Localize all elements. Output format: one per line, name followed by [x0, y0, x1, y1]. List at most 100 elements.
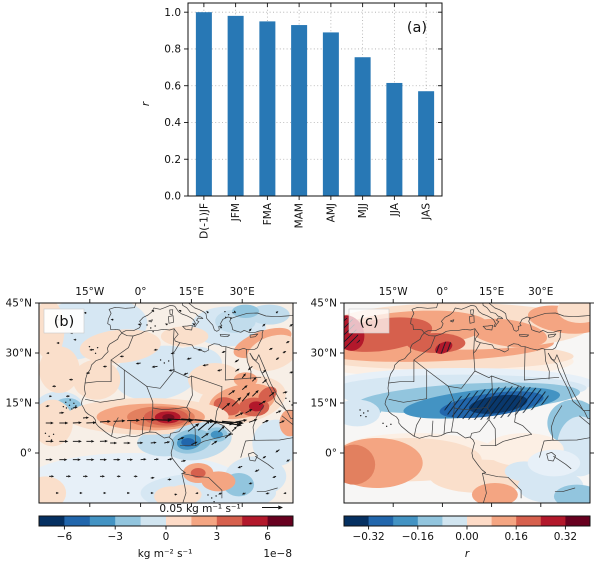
stipple-dot: [390, 423, 392, 426]
stipple-dot: [359, 409, 361, 411]
stipple-dot: [159, 359, 162, 361]
vector-arrowhead: [233, 310, 237, 314]
vector-arrowhead: [114, 441, 118, 445]
coastline-border: [554, 487, 576, 493]
colorbar-tick-label: 0.32: [554, 531, 577, 543]
panel-b-map: 15°W 0° 15°E 30°E 45°N 30°N 15°N 0° −6 −3 0 3 6: [6, 286, 297, 543]
coastline-border: [486, 375, 493, 408]
vector-arrow: [279, 421, 283, 424]
vector-arrow: [167, 418, 189, 421]
vector-arrow: [269, 393, 273, 397]
coastline-border: [182, 324, 193, 331]
coastline-border: [240, 439, 256, 458]
vector-arrow: [275, 411, 280, 414]
lat-tick-label: 15°N: [6, 398, 32, 410]
coastline-border: [245, 348, 252, 380]
lon-tick-label: 15°E: [479, 286, 504, 298]
stipple-dot: [96, 346, 99, 349]
vector-arrowhead: [151, 491, 154, 495]
vector-arrow: [235, 420, 244, 423]
contour-fill: [201, 471, 236, 492]
colorbar-segment: [267, 516, 294, 526]
vector-arrowhead: [249, 409, 253, 412]
vector-arrow: [221, 404, 228, 411]
colorbar-tick-label: 6: [264, 531, 271, 543]
stipple-dot: [71, 408, 73, 410]
coastline-border: [482, 472, 522, 499]
stipple-dot: [154, 325, 156, 327]
vector-arrowhead: [153, 441, 157, 444]
vector-arrow: [224, 434, 230, 439]
vector-arrowhead: [118, 475, 121, 478]
coastline-border: [579, 415, 590, 426]
stipple-dot: [44, 432, 47, 435]
vector-arrow: [282, 351, 285, 354]
hatching: [435, 341, 453, 354]
coastline-border: [173, 370, 223, 388]
bar-AMJ: [322, 32, 339, 197]
vector-arrow: [241, 375, 245, 379]
coastline-border: [468, 315, 475, 324]
vector-arrowhead: [275, 449, 279, 453]
lon-tick-label: 0°: [436, 286, 448, 298]
coastline-border: [148, 319, 153, 323]
vector-arrowhead: [186, 357, 190, 360]
vector-arrowhead: [236, 368, 240, 372]
vector-arrow: [286, 341, 288, 344]
vector-arrowhead: [127, 441, 131, 445]
contour-fill: [39, 476, 67, 503]
coastline-border: [495, 433, 532, 447]
vector-arrowhead: [236, 422, 243, 427]
lon-tick-label: 15°W: [379, 286, 409, 298]
bar-FMA: [259, 21, 276, 197]
quiver-key-label: 0.05 kg m⁻¹ s⁻¹: [159, 503, 240, 515]
coastline-border: [449, 319, 455, 323]
lat-tick-label: 30°N: [6, 348, 32, 360]
vector-arrowhead: [178, 309, 182, 313]
colorbar-segment: [344, 516, 369, 526]
vector-arrowhead: [202, 363, 206, 367]
bar-JFM: [227, 15, 244, 196]
stipple-dot: [52, 433, 55, 436]
bar-D(-1)JF: [195, 12, 212, 197]
y-tick-label: 1.0: [164, 7, 181, 19]
vector-arrow: [177, 437, 182, 441]
vector-arrow: [252, 378, 255, 382]
x-tick-label: JFM: [230, 203, 242, 222]
y-tick-label: 0.8: [164, 44, 181, 56]
vector-arrowhead: [265, 492, 269, 495]
colorbar-b-scale-label: 1e−8: [263, 548, 292, 560]
vector-arrowhead: [218, 492, 222, 495]
vector-arrowhead: [290, 324, 293, 327]
stipple-dot: [168, 360, 170, 362]
vector-arrowhead: [195, 492, 198, 495]
contour-fill: [160, 326, 209, 347]
vector-arrow: [262, 420, 267, 424]
vector-arrowhead: [103, 458, 107, 461]
x-tick-label: FMA: [262, 202, 274, 225]
stipple-dot: [293, 399, 294, 400]
colorbar-b-unit-label: kg m⁻² s⁻¹: [138, 548, 193, 560]
vector-arrow: [99, 421, 108, 423]
vector-arrowhead: [156, 458, 160, 461]
coastline-border: [453, 406, 488, 411]
figure-text-labels: r (a) (b) (c) 0.05 kg m⁻¹ s⁻¹ kg m⁻² s⁻¹…: [54, 20, 470, 560]
coastline-border: [546, 451, 556, 462]
coastline-border: [552, 437, 590, 441]
vector-arrowhead: [74, 406, 78, 409]
coastline-border: [281, 415, 293, 426]
vector-arrowhead: [290, 371, 293, 374]
colorbar-segment: [393, 516, 419, 526]
vector-arrow: [205, 364, 209, 366]
vector-arrow: [262, 371, 265, 374]
vector-arrowhead: [275, 311, 279, 314]
vector-arrowhead: [68, 475, 72, 478]
coastline-border: [214, 421, 234, 435]
vector-arrowhead: [228, 432, 232, 436]
vector-arrow: [277, 449, 280, 452]
stipple-dot: [152, 330, 154, 333]
coastline-border: [544, 348, 550, 380]
colorbar-segment: [516, 516, 542, 526]
stipple-dot: [285, 397, 287, 400]
coastline-border: [488, 419, 496, 447]
